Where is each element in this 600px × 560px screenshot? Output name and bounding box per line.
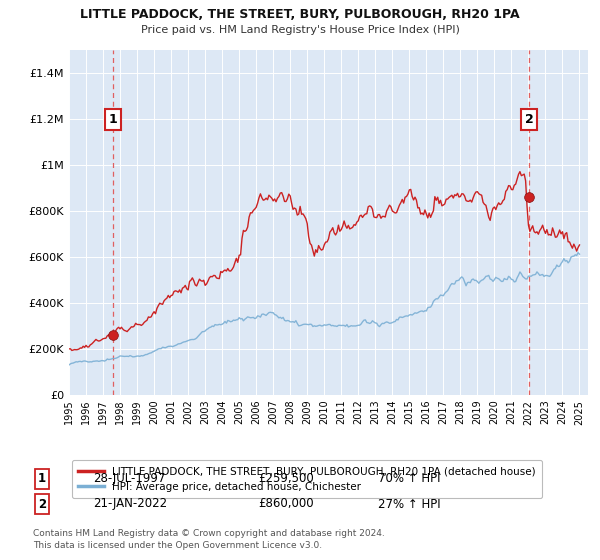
Text: £259,500: £259,500 [258,472,314,486]
Text: 21-JAN-2022: 21-JAN-2022 [93,497,167,511]
Text: 28-JUL-1997: 28-JUL-1997 [93,472,166,486]
Text: 1: 1 [109,113,117,126]
Text: £860,000: £860,000 [258,497,314,511]
Legend: LITTLE PADDOCK, THE STREET, BURY, PULBOROUGH, RH20 1PA (detached house), HPI: Av: LITTLE PADDOCK, THE STREET, BURY, PULBOR… [71,460,542,498]
Text: 70% ↑ HPI: 70% ↑ HPI [378,472,440,486]
Text: 2: 2 [38,497,46,511]
Text: 27% ↑ HPI: 27% ↑ HPI [378,497,440,511]
Text: Price paid vs. HM Land Registry's House Price Index (HPI): Price paid vs. HM Land Registry's House … [140,25,460,35]
Text: 2: 2 [525,113,533,126]
Text: 1: 1 [38,472,46,486]
Text: Contains HM Land Registry data © Crown copyright and database right 2024.
This d: Contains HM Land Registry data © Crown c… [33,529,385,550]
Text: LITTLE PADDOCK, THE STREET, BURY, PULBOROUGH, RH20 1PA: LITTLE PADDOCK, THE STREET, BURY, PULBOR… [80,8,520,21]
